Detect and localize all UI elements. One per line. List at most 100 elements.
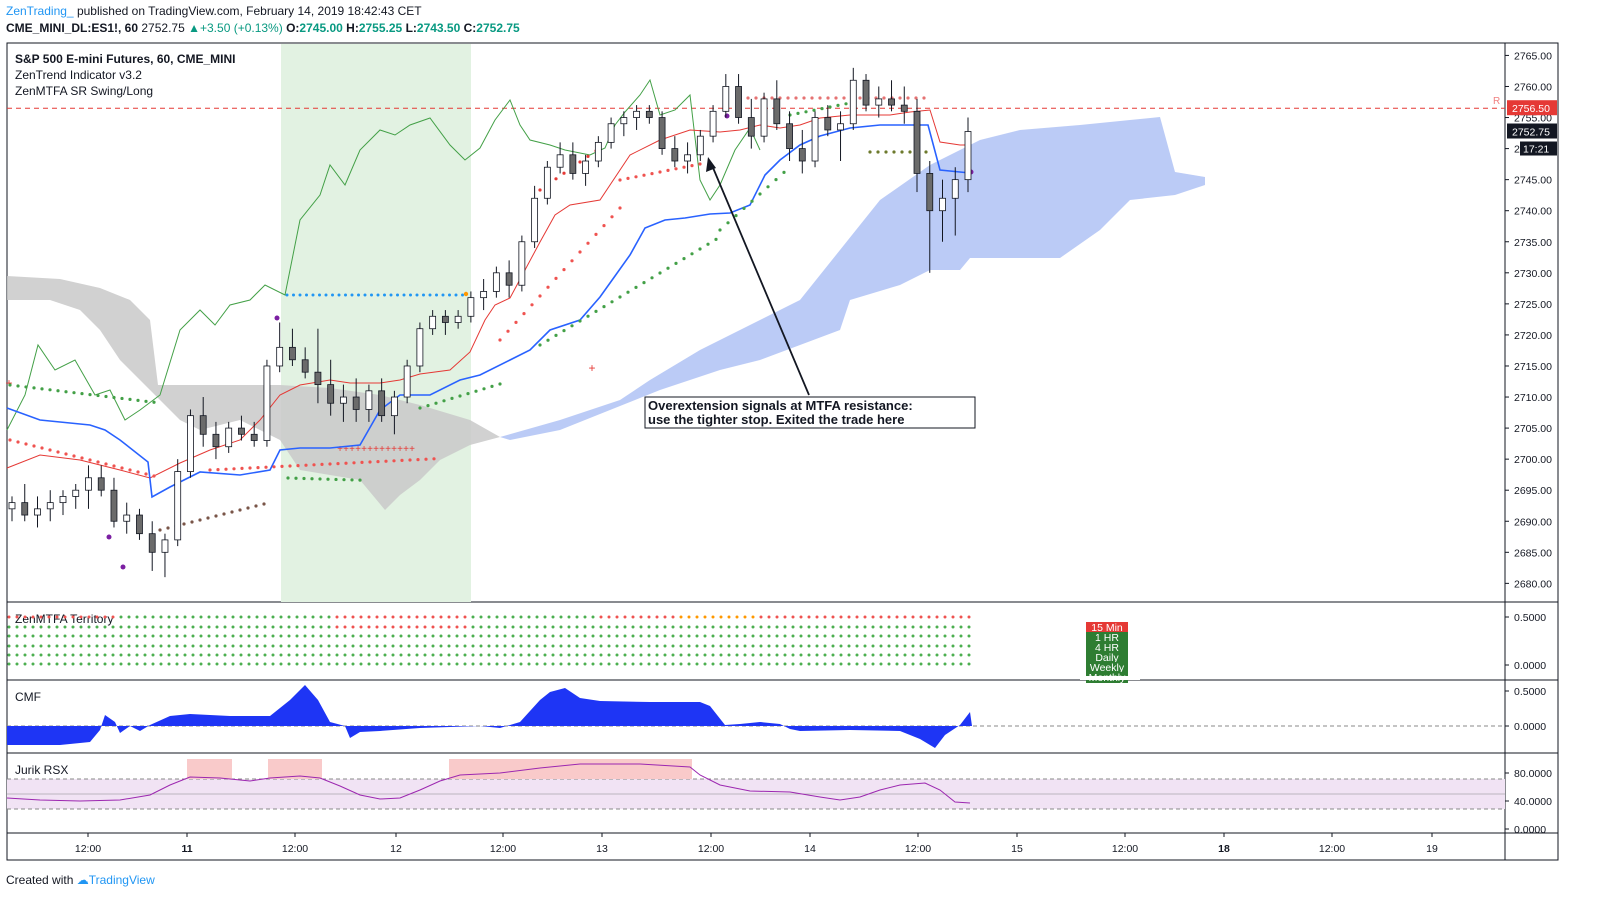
mtfa-territory-dot xyxy=(31,644,35,648)
mtfa-territory-dot xyxy=(447,662,451,666)
trail-stop-brown-dot xyxy=(198,518,202,522)
mtfa-territory-dot xyxy=(39,625,43,629)
mtfa-territory-dot xyxy=(503,653,507,657)
mtfa-territory-dot xyxy=(39,653,43,657)
candle-body xyxy=(849,79,857,125)
time-tick-label: 13 xyxy=(596,843,608,855)
mtfa-territory-dot xyxy=(359,625,363,629)
mtfa-territory-dot xyxy=(551,615,555,619)
mtfa-territory-dot xyxy=(447,653,451,657)
mtfa-territory-dot xyxy=(303,662,307,666)
author-link[interactable]: ZenTrading_ xyxy=(6,4,74,18)
last-price: 2752.75 xyxy=(141,21,185,35)
mtfa-territory-dot xyxy=(535,615,539,619)
mtfa-territory-dot xyxy=(463,644,467,648)
mtfa-territory-dot xyxy=(415,634,419,638)
trail-stop-brown-dot xyxy=(206,516,210,520)
trail-stop-red-dot xyxy=(280,464,284,468)
trail-stop-green-dot xyxy=(88,393,92,397)
mtfa-territory-dot xyxy=(751,625,755,629)
time-tick-label: 12:00 xyxy=(905,843,931,855)
mtfa-territory-dot xyxy=(343,625,347,629)
mtfa-territory-dot xyxy=(279,634,283,638)
mtfa-territory-dot xyxy=(959,644,963,648)
mtfa-territory-dot xyxy=(415,615,419,619)
trail-stop-olive-dot xyxy=(876,150,880,154)
mtfa-territory-dot xyxy=(447,615,451,619)
trail-stop-green-dot xyxy=(458,394,462,398)
mtfa-territory-dot xyxy=(183,644,187,648)
tradingview-logo-icon[interactable]: ☁ xyxy=(76,873,89,887)
mtfa-territory-dot xyxy=(383,625,387,629)
mtfa-territory-dot xyxy=(767,644,771,648)
pivot-marker-dot xyxy=(106,534,112,540)
mtfa-territory-dot xyxy=(695,634,699,638)
mtfa-territory-dot xyxy=(943,634,947,638)
mtfa-territory-dot xyxy=(55,625,59,629)
mtfa-territory-dot xyxy=(135,662,139,666)
mtfa-territory-dot xyxy=(519,625,523,629)
mtfa-territory-dot xyxy=(311,644,315,648)
mtfa-territory-dot xyxy=(759,644,763,648)
candle-body xyxy=(607,123,615,143)
mtfa-territory-dot xyxy=(679,653,683,657)
base-line xyxy=(6,124,971,499)
mtfa-territory-dot xyxy=(231,653,235,657)
mtfa-territory-dot xyxy=(7,653,11,657)
mtfa-territory-dot xyxy=(399,634,403,638)
mtfa-territory-dot xyxy=(79,625,83,629)
footer-brand[interactable]: TradingView xyxy=(88,873,155,887)
trail-stop-green-dot xyxy=(706,242,710,246)
mtfa-territory-dot xyxy=(575,644,579,648)
last-price-box xyxy=(1507,123,1557,139)
trail-stop-brown-dot xyxy=(230,510,234,514)
trail-stop-green-dot xyxy=(602,305,606,309)
trail-stop-green-dot xyxy=(310,477,314,481)
mtfa-territory-dot xyxy=(439,644,443,648)
price-tick-label: 2705.00 xyxy=(1514,423,1552,435)
trail-stop-green-dot xyxy=(578,319,582,323)
mtfa-territory-dot xyxy=(471,634,475,638)
trail-stop-green-dot xyxy=(120,396,124,401)
mtfa-territory-dot xyxy=(311,625,315,629)
mtfa-territory-dot xyxy=(303,625,307,629)
mtfa-territory-dot xyxy=(927,634,931,638)
mtfa-territory-dot xyxy=(663,653,667,657)
mtfa-timeframe-badge xyxy=(1086,622,1128,633)
trail-stop-green-dot xyxy=(56,389,60,393)
mtfa-territory-dot xyxy=(199,662,203,666)
mtfa-territory-dot xyxy=(383,634,387,638)
mtfa-territory-dot xyxy=(743,625,747,629)
trail-stop-brown-dot xyxy=(222,512,226,516)
trail-stop-red-dot xyxy=(882,96,886,100)
mtfa-territory-dot xyxy=(327,653,331,657)
candle-body xyxy=(441,315,449,323)
mtfa-territory-dot xyxy=(799,662,803,666)
trail-stop-green-dot xyxy=(482,387,486,391)
mtfa-territory-dot xyxy=(199,634,203,638)
mtfa-territory-dot xyxy=(551,634,555,638)
mtfa-territory-dot xyxy=(823,634,827,638)
swing-level-dot xyxy=(344,293,347,297)
mtfa-territory-dot xyxy=(847,653,851,657)
mtfa-territory-dot xyxy=(47,634,51,638)
mtfa-territory-dot xyxy=(319,615,323,619)
mtfa-territory-dot xyxy=(63,653,67,657)
trail-stop-green-dot xyxy=(758,192,762,196)
mtfa-territory-dot xyxy=(543,615,547,619)
mtfa-territory-dot xyxy=(423,634,427,638)
mtfa-territory-dot xyxy=(63,615,67,619)
mtfa-territory-dot xyxy=(295,644,299,648)
mtfa-territory-dot xyxy=(591,615,595,619)
candle-body xyxy=(136,514,143,535)
mtfa-territory-dot xyxy=(759,653,763,657)
mtfa-territory-dot xyxy=(719,653,723,657)
mtfa-territory-dot xyxy=(223,615,227,619)
mtfa-territory-dot xyxy=(543,644,547,648)
mtfa-territory-dot xyxy=(935,615,939,619)
trail-stop-green-dot xyxy=(642,281,646,285)
mtfa-territory-dot xyxy=(647,634,651,638)
mtfa-territory-dot xyxy=(679,615,683,619)
